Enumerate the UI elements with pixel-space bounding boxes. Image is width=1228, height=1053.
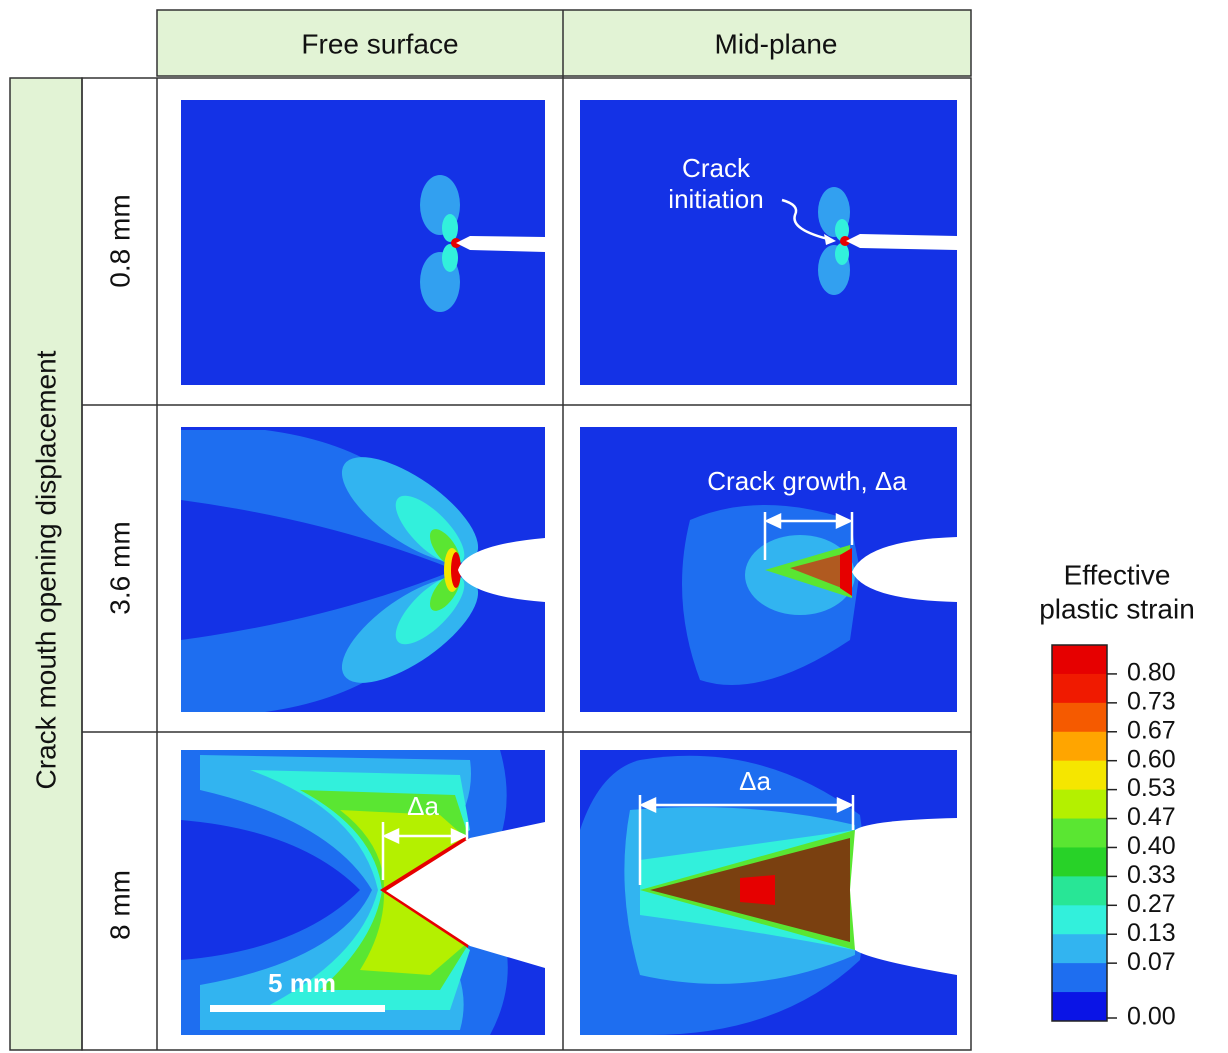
contour-panel: [580, 100, 957, 385]
tick-label: 0.60: [1127, 745, 1176, 773]
annotation: Crack growth, Δa: [707, 466, 907, 496]
tick-label: 0.00: [1127, 1003, 1176, 1031]
color-band: [1052, 963, 1107, 993]
grid-frame: [81, 77, 972, 1051]
tick-label: 0.33: [1127, 861, 1176, 889]
column-header: Mid-plane: [715, 28, 838, 59]
colorbar-title: Effective: [1064, 559, 1171, 590]
colorbar: 0.800.730.670.600.530.470.400.330.270.13…: [1051, 644, 1176, 1031]
colorbar-frame: [1051, 644, 1108, 1022]
tick-label: 0.47: [1127, 803, 1176, 831]
color-band: [1052, 934, 1107, 964]
color-band: [1052, 905, 1107, 935]
header-band: [156, 9, 972, 77]
color-band: [1052, 702, 1107, 733]
colorbar-title: plastic strain: [1039, 593, 1195, 624]
tick-label: 0.13: [1127, 919, 1176, 947]
annotation: Crack: [682, 153, 751, 183]
tick-label: 0.07: [1127, 948, 1176, 976]
color-band: [1052, 760, 1107, 791]
color-band: [1052, 847, 1107, 877]
color-band: [1052, 789, 1107, 820]
contour-panel: [181, 100, 545, 385]
contour-panel: [580, 427, 957, 712]
tick-label: 0.40: [1127, 832, 1176, 860]
color-band: [1052, 992, 1107, 1022]
tick-label: 0.80: [1127, 659, 1176, 687]
row-label: 0.8 mm: [104, 194, 135, 287]
row-label: 3.6 mm: [104, 521, 135, 614]
color-band: [1052, 876, 1107, 906]
color-band: [1052, 645, 1107, 675]
scale-bar-label: 5 mm: [268, 968, 336, 998]
contour-panel: [181, 427, 545, 712]
color-band: [1052, 673, 1107, 704]
color-band: [1052, 731, 1107, 762]
annotation: Δa: [407, 791, 439, 821]
annotation: initiation: [668, 184, 763, 214]
color-band: [1052, 818, 1107, 848]
tick-label: 0.67: [1127, 716, 1176, 744]
column-header: Free surface: [301, 28, 458, 59]
contour-panel: [580, 750, 957, 1035]
contour-panel: [181, 750, 545, 1035]
dimension-arrow: [381, 822, 469, 880]
dimension-arrow: [763, 512, 854, 560]
row-axis-title: Crack mouth opening displacement: [30, 350, 61, 789]
tick-label: 0.73: [1127, 687, 1176, 715]
tick-label: 0.27: [1127, 890, 1176, 918]
tick-label: 0.53: [1127, 774, 1176, 802]
row-title-band: [9, 77, 83, 1051]
dimension-arrow: [638, 795, 855, 885]
annotation: Δa: [739, 766, 771, 796]
row-label: 8 mm: [104, 870, 135, 940]
